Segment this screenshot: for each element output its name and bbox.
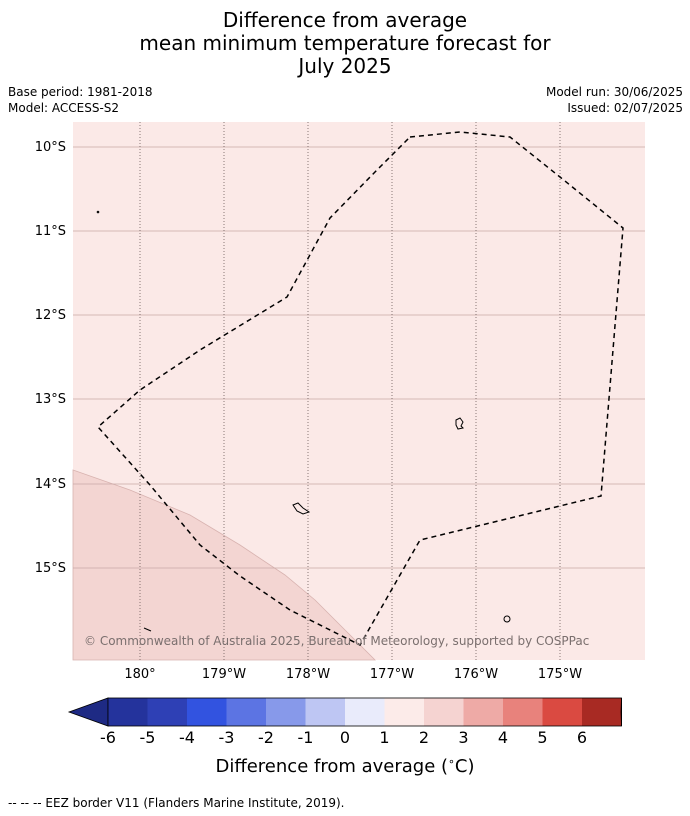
lat-label-11s: 11°S: [35, 224, 66, 239]
colorbar-segment: [582, 698, 622, 726]
colorbar-extend-low: [67, 697, 109, 727]
colorbar-tick-label: -1: [298, 728, 314, 747]
lat-label-15s: 15°S: [35, 561, 66, 576]
colorbar-tick-label: -6: [100, 728, 116, 747]
title-line-1: Difference from average: [222, 8, 468, 32]
colorbar-tick-label: -3: [219, 728, 235, 747]
lat-label-12s: 12°S: [35, 308, 66, 323]
colorbar-label: Difference from average (∘C): [0, 755, 690, 777]
colorbar-segment: [305, 698, 346, 726]
colorbar-segment: [226, 698, 267, 726]
colorbar-tick-label: -5: [140, 728, 156, 747]
colorbar-segment: [503, 698, 543, 726]
colorbar-tick-label: 2: [419, 728, 429, 747]
colorbar-segment: [542, 698, 583, 726]
model-name: Model: ACCESS-S2: [8, 101, 120, 115]
lon-label-175w: 175°W: [538, 667, 582, 682]
colorbar-segment: [463, 698, 504, 726]
colorbar-tick-label: -4: [179, 728, 195, 747]
lon-label-180: 180°: [124, 667, 155, 682]
lon-label-178w: 178°W: [286, 667, 330, 682]
longitude-labels: 180° 179°W 178°W 177°W 176°W 175°W: [124, 667, 582, 682]
colorbar-tick-label: 0: [340, 728, 350, 747]
islands: [96, 210, 511, 632]
colorbar: [67, 697, 622, 727]
colorbar-segment: [266, 698, 306, 726]
colorbar-extend-high: [620, 697, 622, 727]
colorbar-tick-label: 3: [458, 728, 468, 747]
colorbar-tick-label: 5: [537, 728, 547, 747]
colorbar-tick-label: -2: [258, 728, 274, 747]
lat-label-14s: 14°S: [35, 477, 66, 492]
colorbar-segment: [187, 698, 227, 726]
lat-label-10s: 10°S: [35, 140, 66, 155]
colorbar-segment: [147, 698, 188, 726]
colorbar-segment: [345, 698, 385, 726]
title-line-2: mean minimum temperature forecast for: [139, 31, 551, 55]
eez-footnote: -- -- -- EEZ border V11 (Flanders Marine…: [8, 796, 345, 810]
island-small: [503, 615, 511, 623]
colorbar-segment: [424, 698, 464, 726]
base-period: Base period: 1981-2018: [8, 85, 153, 99]
title-line-3: July 2025: [298, 54, 392, 78]
latitude-gridlines: [73, 146, 645, 569]
colorbar-label-degree: ∘: [448, 755, 455, 768]
copyright-notice: © Commonwealth of Australia 2025, Bureau…: [84, 634, 589, 648]
lon-label-177w: 177°W: [370, 667, 414, 682]
colorbar-tick-label: 1: [379, 728, 389, 747]
issued-date: Issued: 02/07/2025: [567, 101, 683, 115]
island-wallis: [455, 417, 465, 430]
eez-border: [96, 131, 624, 646]
colorbar-segment: [108, 698, 148, 726]
lon-label-179w: 179°W: [202, 667, 246, 682]
colorbar-tick-label: 4: [498, 728, 508, 747]
island-fragment: [143, 627, 152, 632]
model-run: Model run: 30/06/2025: [545, 85, 683, 99]
colorbar-segment: [384, 698, 425, 726]
lat-label-13s: 13°S: [35, 392, 66, 407]
latitude-labels: 10°S 11°S 12°S 13°S 14°S 15°S: [35, 140, 66, 576]
colorbar-label-text: Difference from average (: [215, 756, 449, 777]
island-futuna-alofi: [292, 502, 311, 515]
colorbar-tick-label: 6: [577, 728, 587, 747]
colorbar-tick-labels: -6 -5 -4 -3 -2 -1 0 1 2 3 4 5 6: [100, 728, 587, 747]
colorbar-label-unit: C): [454, 756, 475, 777]
lon-label-176w: 176°W: [454, 667, 498, 682]
island-tiny: [96, 210, 100, 214]
